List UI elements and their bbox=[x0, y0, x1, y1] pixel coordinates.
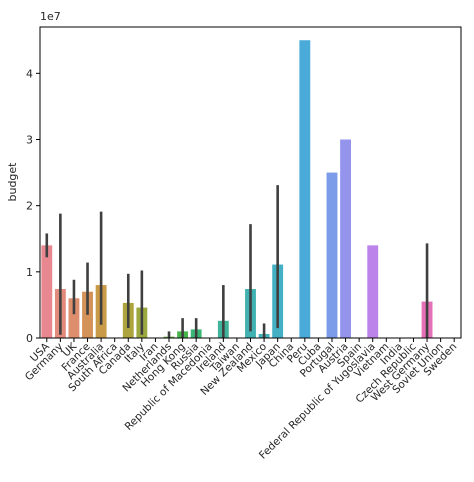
y-tick-label-2: 2 bbox=[26, 200, 33, 213]
bar-21 bbox=[326, 172, 338, 338]
y-ticks-group: 0 1 2 3 4 bbox=[26, 67, 40, 345]
y-tick-label-4: 4 bbox=[26, 67, 33, 80]
y-axis-scale-label: 1e7 bbox=[40, 10, 61, 23]
y-tick-label-3: 3 bbox=[26, 133, 33, 146]
error-bars-group bbox=[45, 185, 429, 338]
bar-22 bbox=[340, 139, 351, 338]
bar-19 bbox=[299, 40, 311, 339]
y-tick-label-1: 1 bbox=[26, 266, 33, 279]
bar-2 bbox=[68, 298, 80, 338]
y-axis-label: budget bbox=[6, 162, 19, 202]
y-tick-label-0: 0 bbox=[26, 332, 33, 345]
plot-frame bbox=[39, 26, 462, 339]
bar-0 bbox=[41, 245, 53, 338]
bar-24 bbox=[367, 245, 379, 338]
